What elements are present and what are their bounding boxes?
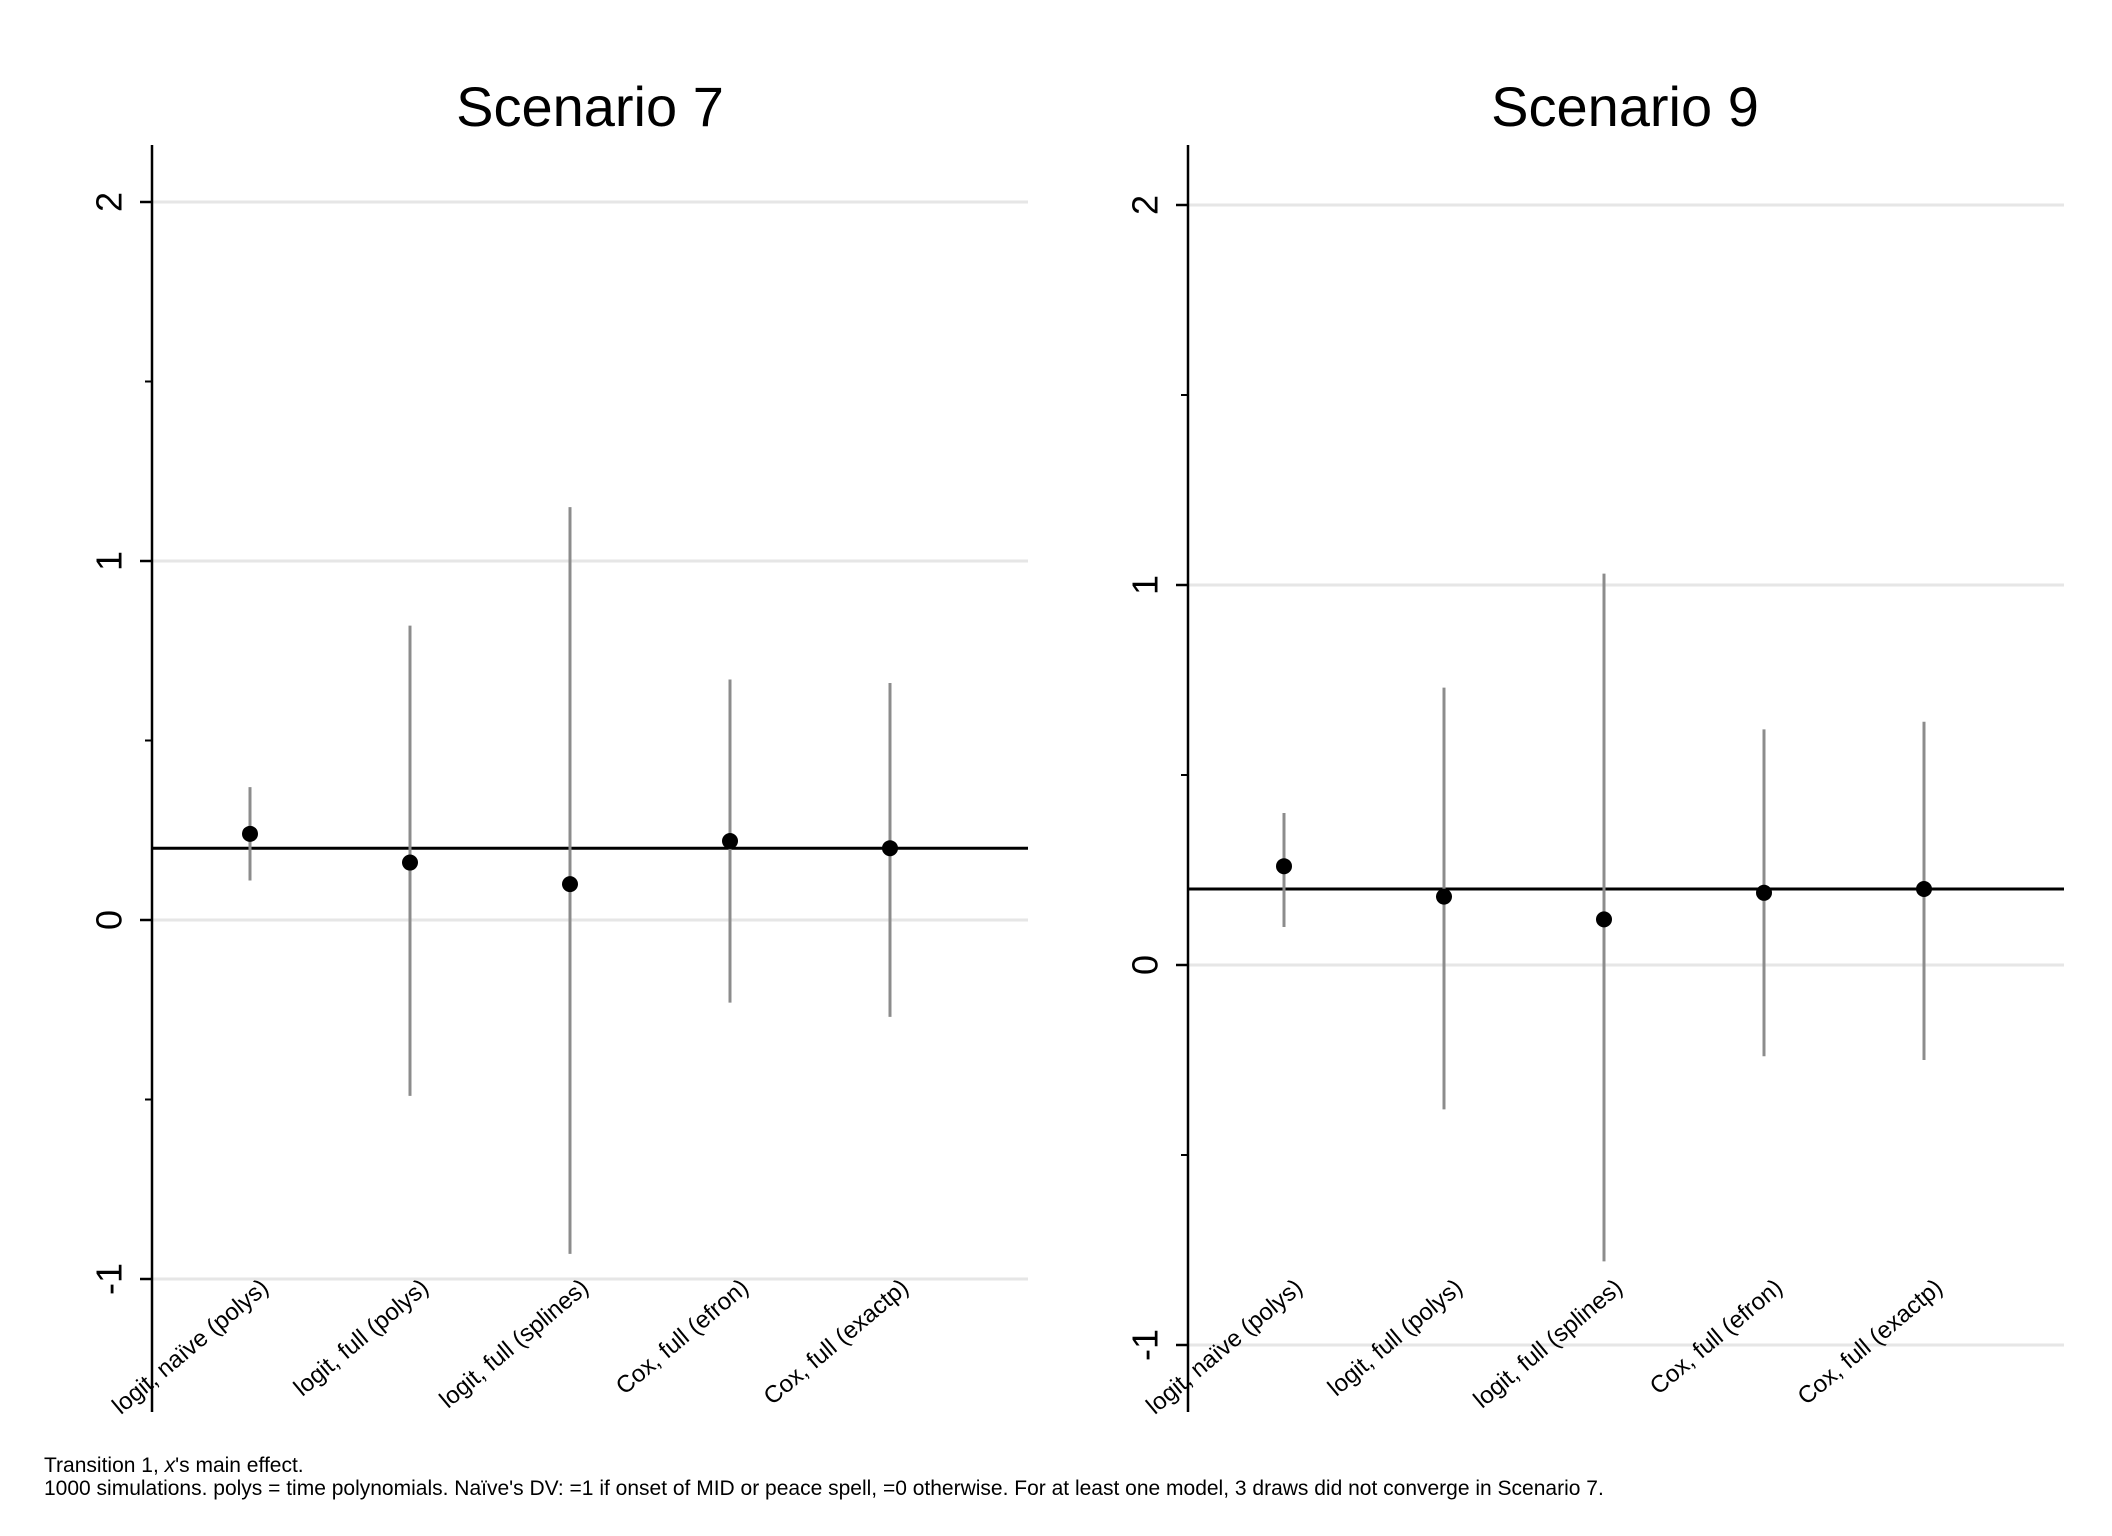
x-category-label: logit, full (splines): [434, 1274, 593, 1414]
y-tick-label: 2: [1125, 195, 1166, 215]
x-category-label: logit, naïve (polys): [1141, 1274, 1308, 1420]
footnote-suffix: 's main effect.: [175, 1454, 304, 1477]
x-category-label: Cox, full (efron): [611, 1274, 754, 1400]
footnote-line-1: Transition 1, x's main effect.: [44, 1454, 304, 1478]
point-estimate: [242, 825, 258, 842]
x-category-label: Cox, full (efron): [1645, 1274, 1788, 1400]
y-tick-label: 0: [1125, 955, 1166, 975]
x-category-label: logit, naïve (polys): [107, 1274, 274, 1420]
x-category-label: Cox, full (exactp): [759, 1274, 914, 1410]
point-estimate: [722, 833, 738, 850]
point-estimate: [1596, 911, 1612, 928]
y-tick-label: 1: [89, 551, 130, 571]
footnote-prefix: Transition 1,: [44, 1454, 165, 1477]
x-category-label: logit, full (polys): [289, 1274, 434, 1402]
point-estimate: [562, 876, 578, 893]
y-tick-label: 1: [1125, 575, 1166, 595]
point-estimate: [402, 854, 418, 871]
footnote-variable: x: [164, 1454, 176, 1477]
x-category-label: logit, full (polys): [1323, 1274, 1468, 1402]
point-estimate: [1276, 858, 1292, 875]
chart-title: Scenario 9: [1491, 75, 1759, 138]
y-tick-label: 2: [89, 192, 130, 212]
x-category-label: Cox, full (exactp): [1793, 1274, 1948, 1410]
chart-title: Scenario 7: [456, 75, 724, 138]
y-tick-label: 0: [89, 910, 130, 930]
point-estimate: [882, 840, 898, 857]
point-estimate: [1916, 881, 1932, 897]
point-estimate: [1436, 888, 1452, 905]
y-tick-label: -1: [1125, 1329, 1166, 1361]
y-tick-label: -1: [89, 1263, 130, 1295]
point-estimate: [1756, 884, 1772, 901]
panel-2: Scenario 9 -1 0 1 2 logit, naïve (polys) logit…: [1125, 75, 2064, 1420]
footnote-line-2: 1000 simulations. polys = time polynomia…: [44, 1477, 1604, 1500]
